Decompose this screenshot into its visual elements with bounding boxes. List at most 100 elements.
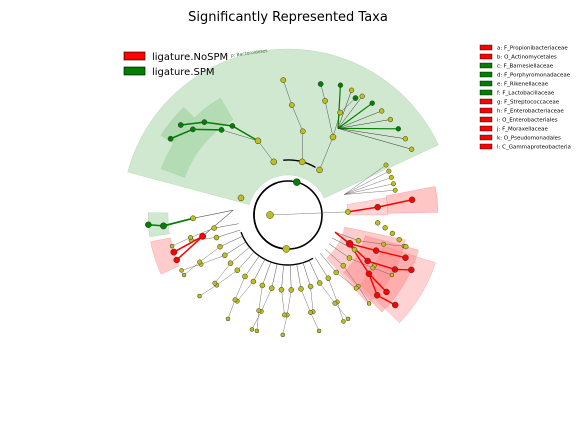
tree-node [396,237,402,243]
tree-edge [181,264,202,271]
tree-edge [358,240,384,245]
tree-node [391,266,399,273]
tree-node [190,126,196,133]
tree-edge [199,246,221,263]
tree-node [389,272,395,278]
tree-edge [310,312,320,331]
tree-edge [216,270,238,286]
tree-node [316,166,323,174]
tree-node [345,316,351,322]
tree-node [225,316,231,322]
tree-edge [344,183,394,195]
tree-edge [221,129,259,142]
taxa-key-swatch [479,62,493,69]
group-legend: ligature.NoSPM ligature.SPM [123,51,228,78]
tree-edge [244,255,260,277]
tree-node [307,283,314,290]
figure-title: Significantly Represented Taxa [188,10,388,25]
tree-edge [336,272,357,289]
tree-node [352,95,359,101]
tree-edge [334,303,349,320]
tree-edge [237,281,254,302]
tree-edge [296,264,302,289]
node-lactobacillaceae [160,222,167,230]
tree-node [375,220,381,226]
tree-edge [258,285,263,311]
tree-edge [340,97,356,113]
tree-node [389,230,396,237]
tree-node [316,328,322,334]
node-streptococcaceae [199,232,207,240]
tree-edge [282,314,288,335]
tree-edge [337,110,382,129]
tree-edge [204,121,233,127]
tree-edge [234,276,246,300]
tree-node [288,102,295,108]
tree-node [259,282,266,289]
node-actinobacteria [266,211,274,219]
tree-node [298,158,306,166]
tree-node [256,308,262,314]
tree-node [249,327,255,332]
taxa-key-label: g: F_Streptococcaceae [497,100,560,106]
tree-edge [300,288,311,313]
tree-edge [281,289,285,315]
tree-edge [291,104,303,132]
tree-edge [332,237,355,250]
tree-node [340,262,347,269]
legend-swatch-spm [123,66,146,76]
clade-shade-bacteroidia [160,97,234,178]
tree-edge [219,235,243,247]
tree-node [365,270,373,278]
tree-edge [337,90,352,129]
tree-node [254,328,260,334]
tree-edge [257,140,274,163]
tree-node [386,168,392,174]
tree-edge [172,237,191,247]
tree-node [280,77,287,83]
taxa-key-swatch [479,80,493,87]
tree-node [169,243,175,249]
tree-node [379,108,385,114]
tree-edge [375,249,406,259]
tree-edge [337,128,406,139]
tree-node [282,312,287,318]
tree-edge [349,257,373,269]
tree-edge [281,264,284,290]
tree-node [388,174,394,180]
tree-edge [199,284,217,297]
taxa-key-label: h: F_Enterobacteriaceae [497,109,564,115]
tree-edge [320,83,326,101]
tree-node [346,255,353,261]
taxa-key-label: k: O_Pseudomonadales [497,136,561,142]
tree-node [218,127,225,133]
tree-edge [347,206,378,213]
tree-node [188,235,194,240]
taxa-key-swatch [479,53,493,60]
tree-node [333,269,339,276]
tree-edge [314,257,329,279]
tree-node [288,287,295,293]
tree-node [221,252,228,259]
tree-edge [173,235,203,253]
tree-edge [256,310,259,331]
tree-edge [283,80,293,106]
tree-edge [337,119,391,129]
tree-edge [344,170,389,195]
tree-edge [337,128,412,150]
tree-node [355,237,362,244]
taxa-key-swatch [479,44,493,51]
tree-edge [349,243,377,252]
tree-edge [368,273,378,296]
tree-edge [319,136,334,171]
tree-edge [262,261,272,286]
node-bacteroidetes [293,178,301,186]
tree-node [213,234,220,241]
tree-edge [337,85,342,129]
tree-edge [227,299,236,319]
clade-shades [127,48,439,324]
tree-node [280,332,286,338]
tree-node [402,254,409,262]
tree-edge [376,294,396,306]
tree-node [383,162,389,168]
